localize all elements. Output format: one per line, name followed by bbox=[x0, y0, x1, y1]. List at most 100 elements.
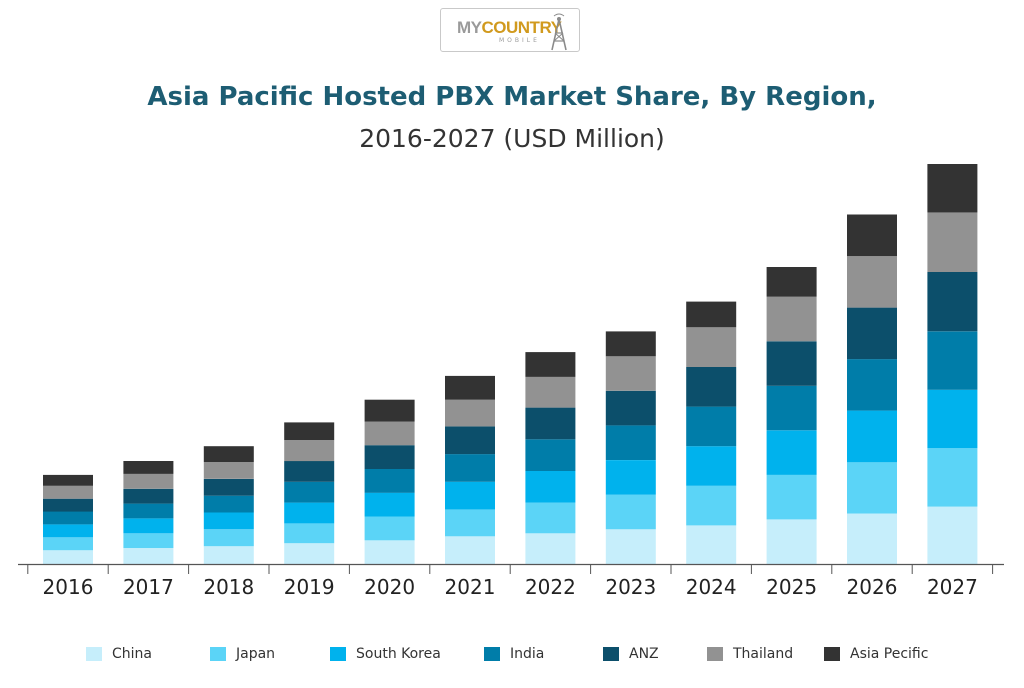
x-tick-label: 2022 bbox=[525, 575, 576, 599]
antenna-tower-icon bbox=[551, 13, 567, 51]
legend-item-india: India bbox=[484, 646, 544, 662]
logo-prefix: MY bbox=[457, 18, 482, 37]
bar-segment-2019-china bbox=[284, 543, 335, 564]
bar-segment-2020-thailand bbox=[364, 421, 415, 446]
bar-segment-2024-japan bbox=[686, 485, 737, 526]
bar-segment-2017-asia-pecific bbox=[123, 461, 174, 474]
legend-label: China bbox=[112, 646, 152, 662]
bar-segment-2020-anz bbox=[364, 445, 415, 469]
bar-segment-2023-anz bbox=[605, 390, 656, 426]
legend-item-anz: ANZ bbox=[603, 646, 659, 662]
bar-segment-2027-china bbox=[927, 506, 978, 564]
bar-segment-2024-anz bbox=[686, 367, 737, 407]
bar-segment-2023-japan bbox=[605, 494, 656, 530]
legend-swatch bbox=[707, 647, 723, 661]
bar-segment-2026-japan bbox=[847, 462, 897, 514]
legend-swatch bbox=[330, 647, 346, 661]
bar-segment-2021-india bbox=[445, 454, 495, 482]
bar-segment-2022-south-korea bbox=[525, 470, 576, 503]
logo-wordmark: MYCOUNTRY bbox=[457, 18, 562, 38]
legend-swatch bbox=[603, 647, 619, 661]
bar-segment-2020-china bbox=[364, 540, 415, 564]
bar-segment-2024-south-korea bbox=[686, 446, 737, 486]
bar-segment-2026-thailand bbox=[847, 256, 897, 308]
bar-segment-2019-anz bbox=[284, 461, 335, 482]
bar-segment-2023-asia-pecific bbox=[605, 331, 656, 357]
bar-segment-2017-anz bbox=[123, 488, 174, 504]
bar-segment-2018-anz bbox=[203, 478, 254, 496]
bar-segment-2027-india bbox=[927, 331, 978, 390]
bar-segment-2017-thailand bbox=[123, 473, 174, 489]
bar-segment-2017-china bbox=[123, 548, 174, 564]
legend-item-china: China bbox=[86, 646, 152, 662]
bar-segment-2026-south-korea bbox=[847, 410, 897, 463]
bar-segment-2017-japan bbox=[123, 533, 174, 549]
bar-segment-2025-asia-pecific bbox=[766, 267, 817, 297]
legend-item-thailand: Thailand bbox=[707, 646, 793, 662]
bar-segment-2024-thailand bbox=[686, 327, 737, 367]
legend-item-japan: Japan bbox=[210, 646, 275, 662]
bar-segment-2025-south-korea bbox=[766, 430, 817, 475]
x-tick-label: 2021 bbox=[445, 575, 496, 599]
bar-segment-2027-south-korea bbox=[927, 389, 978, 449]
legend-swatch bbox=[86, 647, 102, 661]
bar-segment-2021-thailand bbox=[445, 399, 495, 427]
bar-segment-2020-south-korea bbox=[364, 492, 415, 517]
logo-word: COUNTRY bbox=[481, 18, 562, 37]
legend-label: Asia Pecific bbox=[850, 646, 929, 662]
bar-segment-2024-china bbox=[686, 525, 737, 564]
legend-label: Japan bbox=[236, 646, 276, 662]
x-tick-label: 2016 bbox=[43, 575, 94, 599]
bar-segment-2023-thailand bbox=[605, 356, 656, 391]
bar-segment-2020-japan bbox=[364, 516, 415, 541]
x-tick-label: 2023 bbox=[605, 575, 656, 599]
legend-label: Thailand bbox=[733, 646, 794, 662]
bar-segment-2022-thailand bbox=[525, 376, 576, 408]
bar-segment-2016-japan bbox=[43, 537, 93, 551]
bar-segment-2021-anz bbox=[445, 426, 495, 455]
x-tick-label: 2024 bbox=[686, 575, 737, 599]
x-tick-label: 2020 bbox=[364, 575, 415, 599]
legend-swatch bbox=[210, 647, 226, 661]
bar-segment-2016-asia-pecific bbox=[43, 474, 93, 486]
legend-swatch bbox=[824, 647, 840, 661]
bar-segment-2025-thailand bbox=[766, 296, 817, 342]
bar-segment-2022-anz bbox=[525, 407, 576, 440]
bar-segment-2022-india bbox=[525, 439, 576, 471]
bar-segment-2026-asia-pecific bbox=[847, 214, 897, 257]
bar-segment-2016-china bbox=[43, 550, 93, 564]
bar-segment-2021-asia-pecific bbox=[445, 375, 495, 400]
bar-segment-2018-china bbox=[203, 546, 254, 564]
chart-title: Asia Pacific Hosted PBX Market Share, By… bbox=[147, 82, 877, 112]
bar-segment-2022-china bbox=[525, 533, 576, 564]
bar-segment-2016-india bbox=[43, 511, 93, 525]
bar-segment-2025-anz bbox=[766, 341, 817, 386]
legend-swatch bbox=[484, 647, 500, 661]
bar-segment-2016-south-korea bbox=[43, 524, 93, 538]
bar-segment-2027-thailand bbox=[927, 212, 978, 272]
bar-segment-2019-india bbox=[284, 481, 335, 503]
chart-subtitle: 2016-2027 (USD Million) bbox=[359, 124, 665, 153]
x-tick-label: 2019 bbox=[284, 575, 335, 599]
bar-segment-2018-south-korea bbox=[203, 512, 254, 530]
bar-segment-2017-south-korea bbox=[123, 518, 174, 534]
x-tick-label: 2025 bbox=[766, 575, 817, 599]
bar-segment-2023-india bbox=[605, 425, 656, 460]
bar-segment-2019-south-korea bbox=[284, 502, 335, 524]
bar-segment-2026-india bbox=[847, 359, 897, 411]
bar-segment-2020-india bbox=[364, 469, 415, 493]
bar-segment-2026-anz bbox=[847, 307, 897, 360]
stacked-bar-chart: 2016 2017 2018 2019 2020 2021 2022 2023 2024 2025… bbox=[18, 164, 1004, 599]
x-tick-label: 2027 bbox=[927, 575, 978, 599]
legend-label: ANZ bbox=[629, 646, 659, 662]
x-tick-label: 2018 bbox=[203, 575, 254, 599]
bar-segment-2022-japan bbox=[525, 502, 576, 534]
legend-label: South Korea bbox=[356, 646, 441, 662]
bar-segment-2019-asia-pecific bbox=[284, 422, 335, 441]
legend-label: India bbox=[510, 646, 545, 662]
bar-segment-2027-japan bbox=[927, 448, 978, 507]
bar-segment-2023-south-korea bbox=[605, 460, 656, 495]
bar-segment-2021-south-korea bbox=[445, 481, 495, 510]
bar-segment-2017-india bbox=[123, 503, 174, 519]
x-tick-label: 2017 bbox=[123, 575, 174, 599]
